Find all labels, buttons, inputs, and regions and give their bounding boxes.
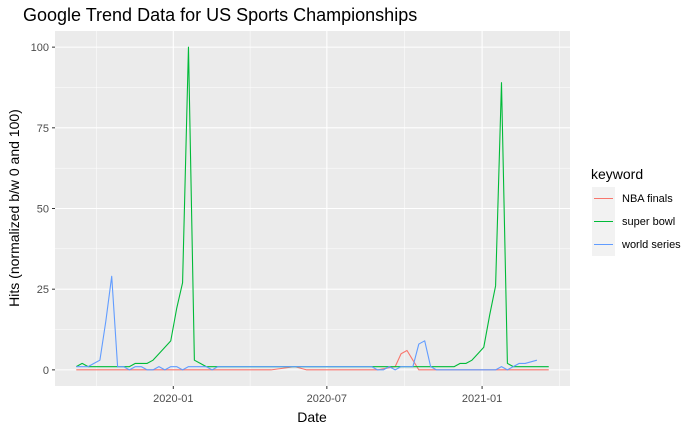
x-tick-label: 2020-07 [307,393,347,405]
series-line-super-bowl [75,46,549,368]
legend-items: NBA finals super bowl world series [592,187,681,256]
chart-title: Google Trend Data for US Sports Champion… [23,5,417,25]
legend-item-nba-finals: NBA finals [592,187,673,210]
y-tick-label: 75 [37,123,49,135]
legend-label: world series [621,239,681,251]
x-axis-title: Date [297,409,327,425]
x-axis: 2020-01 2020-07 2021-01 [153,386,502,405]
series-line-world-series [76,275,538,371]
x-tick-label: 2020-01 [153,393,193,405]
legend-title: keyword [591,166,643,182]
y-tick-label: 100 [31,42,49,54]
y-tick-label: 25 [37,284,49,296]
x-tick-label: 2021-01 [462,393,502,405]
series-lines [75,46,549,371]
y-axis-title: Hits (normalized b/w 0 and 100) [6,109,22,307]
legend: keyword NBA finals super bowl world series [591,166,681,256]
y-tick-label: 50 [37,204,49,216]
legend-label: super bowl [622,216,675,228]
legend-label: NBA finals [622,193,673,205]
y-tick-label: 0 [43,365,49,377]
legend-item-world-series: world series [592,233,681,256]
y-axis: 0 25 50 75 100 [31,42,55,377]
legend-item-super-bowl: super bowl [592,210,675,233]
